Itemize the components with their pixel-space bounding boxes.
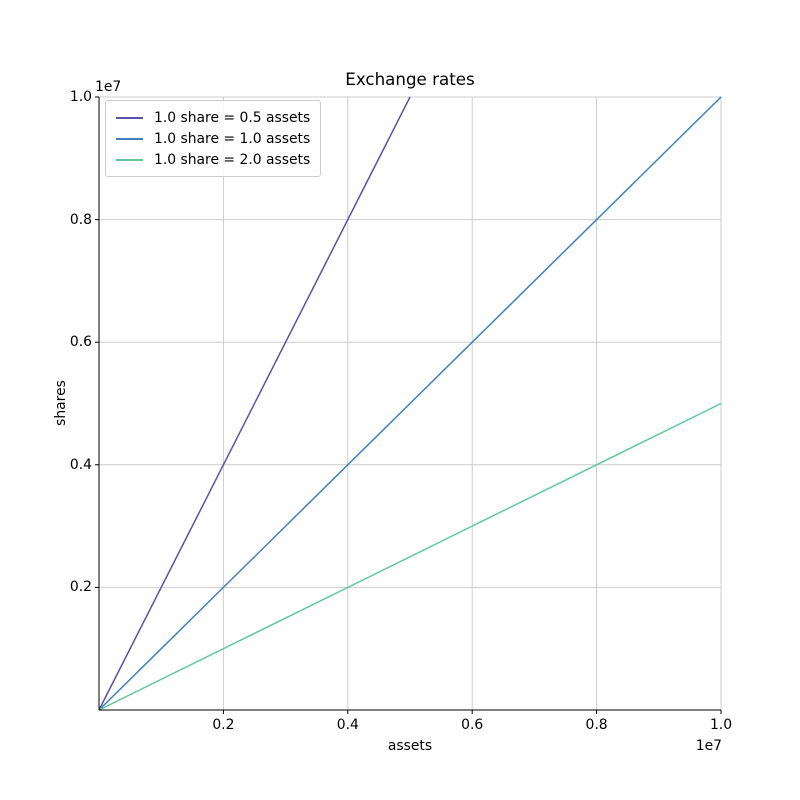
x-tick-label: 0.4 (336, 717, 359, 733)
y-tick-label: 0.8 (69, 211, 92, 228)
series-line (98, 402, 722, 711)
series-line (98, 96, 722, 711)
chart-title: Exchange rates (345, 69, 475, 89)
x-tick-label: 0.6 (461, 717, 484, 733)
legend-item: 1.0 share = 1.0 assets (116, 128, 310, 149)
y-tick-label: 1.0 (69, 89, 92, 105)
legend-line-swatch (116, 137, 143, 140)
x-tick-label: 0.2 (212, 717, 235, 733)
y-axis-offset-text: 1e7 (95, 79, 122, 95)
legend-line-swatch (116, 158, 143, 161)
legend-item: 1.0 share = 2.0 assets (116, 149, 310, 170)
legend-item-label: 1.0 share = 2.0 assets (154, 151, 311, 168)
series-line (98, 96, 411, 711)
y-axis-label: shares (53, 380, 69, 426)
x-tick-label: 1.0 (709, 717, 733, 733)
legend-item: 1.0 share = 0.5 assets (116, 107, 310, 128)
x-tick-label: 0.8 (585, 717, 608, 733)
y-tick-label: 0.6 (69, 334, 92, 351)
legend-item-label: 1.0 share = 1.0 assets (154, 130, 311, 147)
x-axis-label: assets (387, 738, 433, 754)
x-axis-offset-text: 1e7 (695, 738, 722, 754)
legend-item-label: 1.0 share = 0.5 assets (154, 109, 311, 126)
y-tick-label: 0.4 (69, 456, 92, 473)
y-tick-label: 0.2 (69, 579, 92, 596)
legend: 1.0 share = 0.5 assets 1.0 share = 1.0 as… (105, 100, 322, 177)
legend-line-swatch (116, 116, 143, 119)
